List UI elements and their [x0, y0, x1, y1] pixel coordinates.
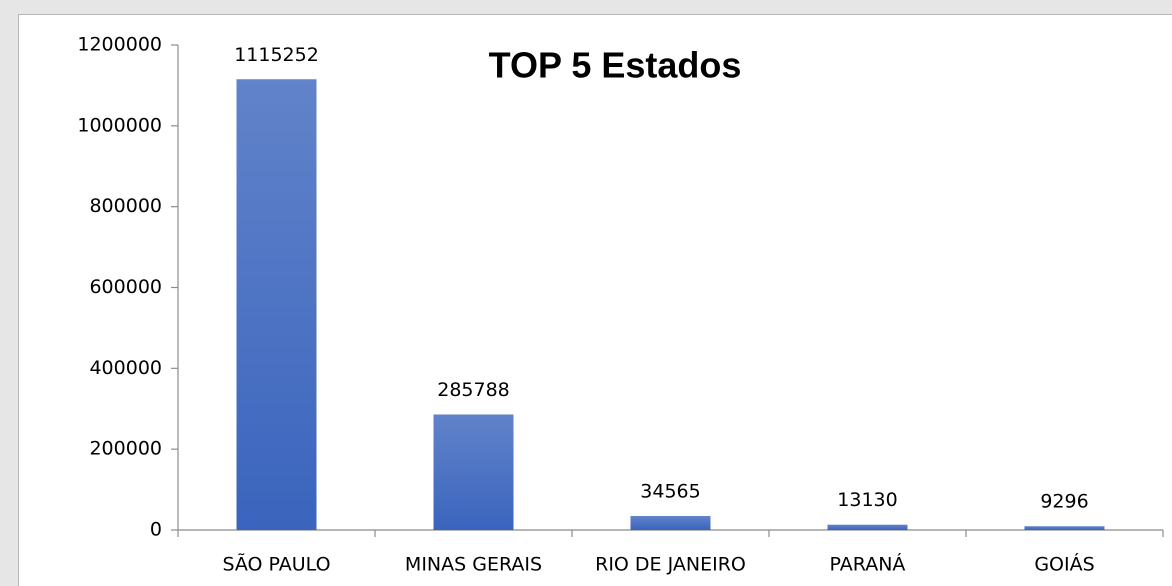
data-label: 285788 — [437, 379, 510, 401]
bar — [433, 414, 514, 530]
x-tick-label: GOIÁS — [1034, 553, 1094, 576]
x-tick-label: RIO DE JANEIRO — [595, 554, 746, 576]
y-tick-label: 800000 — [89, 195, 162, 217]
bar — [630, 516, 711, 530]
y-tick-label: 0 — [150, 519, 162, 541]
y-tick-label: 1200000 — [77, 34, 162, 56]
y-tick-label: 400000 — [89, 357, 162, 379]
bar — [1024, 526, 1105, 530]
x-tick-label: MINAS GERAIS — [405, 554, 542, 576]
data-label: 9296 — [1040, 491, 1088, 513]
chart-title: TOP 5 Estados — [489, 45, 742, 86]
x-tick-label: PARANÁ — [830, 553, 906, 576]
side-strip — [0, 0, 18, 586]
y-tick-label: 200000 — [89, 438, 162, 460]
data-label: 1115252 — [234, 44, 319, 66]
x-tick-label: SÃO PAULO — [222, 553, 330, 576]
data-label: 34565 — [640, 481, 700, 503]
chart-frame — [18, 14, 1172, 586]
bar — [827, 524, 908, 530]
bar — [236, 79, 317, 530]
data-label: 13130 — [837, 489, 897, 511]
y-tick-label: 600000 — [89, 276, 162, 298]
y-tick-label: 1000000 — [77, 114, 162, 136]
